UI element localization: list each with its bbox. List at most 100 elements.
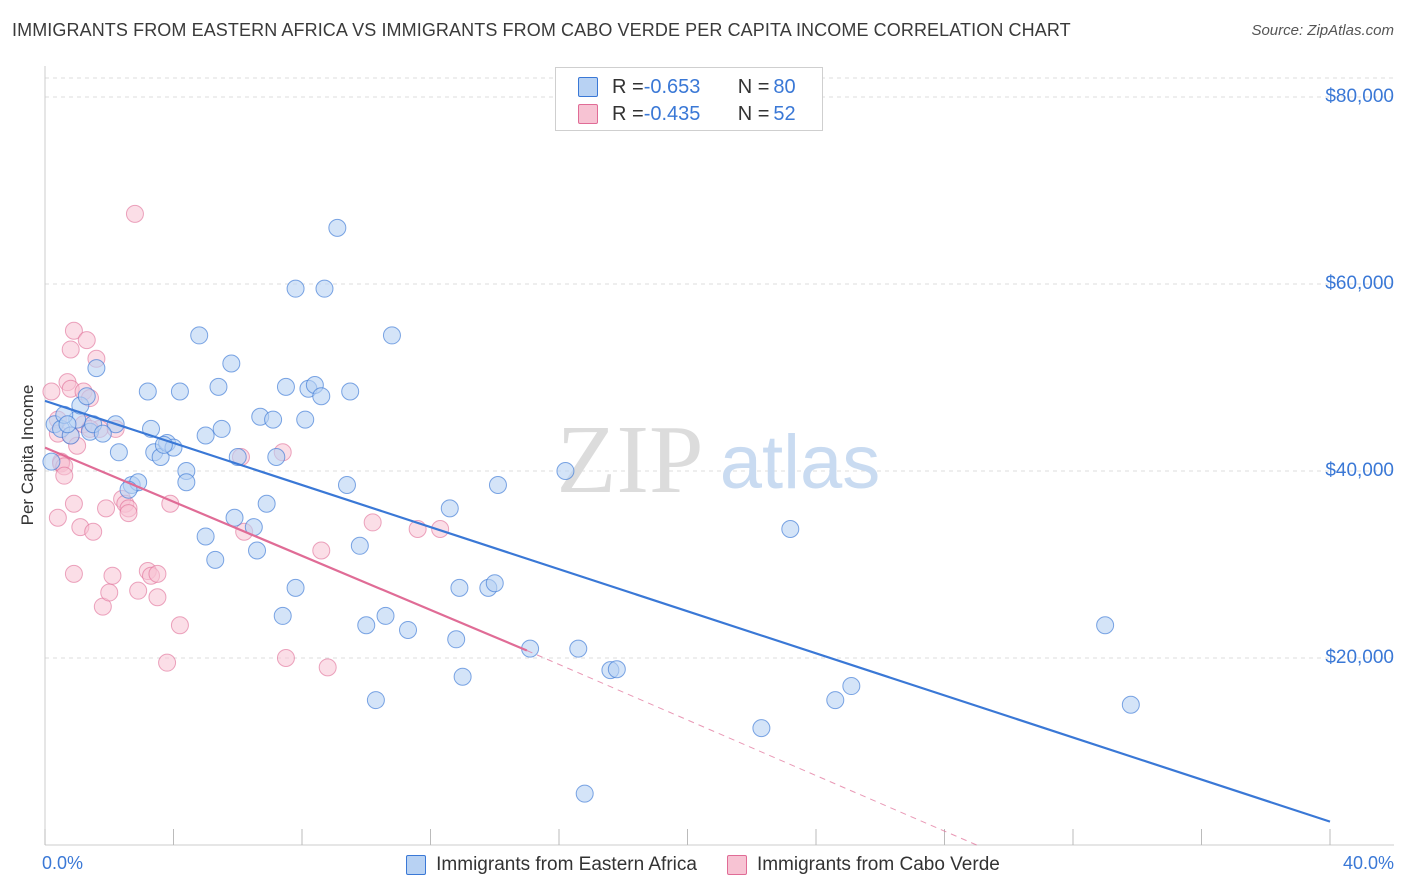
data-point-eastern-africa	[453, 667, 472, 686]
legend-r-label: R =	[612, 75, 644, 98]
data-point-eastern-africa	[556, 462, 575, 480]
data-point-cabo-verde	[84, 522, 103, 541]
data-point-eastern-africa	[575, 784, 594, 803]
data-point-eastern-africa	[273, 606, 292, 625]
data-point-eastern-africa	[315, 279, 334, 298]
trend-line-cabo-verde	[44, 446, 528, 652]
data-point-eastern-africa	[382, 326, 401, 345]
data-point-eastern-africa	[196, 426, 215, 445]
trend-line-eastern-africa	[44, 399, 1331, 823]
legend-n-value: 52	[773, 102, 796, 125]
data-point-cabo-verde	[276, 649, 295, 667]
data-point-cabo-verde	[119, 504, 138, 523]
data-point-eastern-africa	[842, 677, 861, 696]
data-point-eastern-africa	[328, 218, 347, 237]
data-point-cabo-verde	[48, 508, 67, 527]
data-point-eastern-africa	[488, 476, 507, 495]
data-point-cabo-verde	[431, 519, 450, 538]
data-point-eastern-africa	[440, 499, 459, 518]
legend-label: Immigrants from Eastern Africa	[436, 854, 697, 875]
data-point-eastern-africa	[485, 574, 504, 593]
data-point-eastern-africa	[264, 410, 283, 429]
data-point-eastern-africa	[296, 410, 315, 429]
data-point-cabo-verde	[97, 499, 116, 518]
watermark-zip: ZIP	[557, 406, 704, 514]
data-point-eastern-africa	[781, 519, 800, 538]
data-point-eastern-africa	[337, 476, 356, 495]
legend-r-value: -0.653	[643, 75, 701, 98]
data-point-cabo-verde	[158, 653, 177, 672]
legend-label: Immigrants from Cabo Verde	[756, 854, 1000, 875]
y-axis-label: Per Capita Income	[18, 384, 37, 526]
data-point-cabo-verde	[64, 564, 83, 583]
data-point-eastern-africa	[1121, 695, 1140, 714]
data-point-cabo-verde	[363, 513, 382, 532]
data-point-eastern-africa	[350, 536, 369, 555]
data-point-cabo-verde	[61, 340, 80, 359]
data-point-eastern-africa	[77, 387, 96, 406]
y-tick-label: $60,000	[1325, 273, 1394, 294]
data-point-eastern-africa	[228, 447, 247, 466]
data-point-eastern-africa	[569, 639, 588, 658]
data-point-eastern-africa	[87, 359, 106, 378]
data-point-eastern-africa	[286, 279, 305, 298]
data-point-cabo-verde	[64, 494, 83, 513]
data-point-eastern-africa	[170, 382, 189, 401]
data-point-eastern-africa	[267, 447, 286, 466]
data-point-eastern-africa	[447, 630, 466, 649]
series-legend: Immigrants from Eastern Africa Immigrant…	[0, 852, 1406, 878]
data-point-cabo-verde	[77, 331, 96, 350]
x-tick-label-max: 40.0%	[1342, 853, 1394, 873]
data-point-cabo-verde	[64, 321, 83, 340]
data-point-eastern-africa	[209, 377, 228, 396]
legend-swatch-blue	[406, 855, 427, 875]
data-point-eastern-africa	[42, 452, 61, 471]
legend-row-cabo-verde: R = -0.435 N = 52	[578, 102, 796, 126]
data-point-eastern-africa	[1096, 616, 1115, 635]
data-point-eastern-africa	[276, 377, 295, 396]
data-point-eastern-africa	[450, 578, 469, 597]
legend-n-value: 80	[773, 75, 796, 98]
data-point-cabo-verde	[312, 541, 331, 560]
data-point-eastern-africa	[206, 550, 225, 569]
legend-item-cabo-verde[interactable]: Immigrants from Cabo Verde	[726, 854, 1000, 876]
y-tick-label: $80,000	[1325, 86, 1394, 107]
legend-swatch-blue	[578, 77, 598, 97]
data-point-eastern-africa	[190, 326, 209, 345]
data-point-eastern-africa	[58, 415, 77, 434]
trend-lines	[44, 399, 1331, 846]
data-point-eastern-africa	[826, 691, 845, 710]
data-point-cabo-verde	[103, 566, 122, 585]
legend-row-eastern-africa: R = -0.653 N = 80	[578, 75, 796, 99]
data-point-cabo-verde	[318, 658, 337, 677]
x-tick-label-min: 0.0%	[42, 853, 84, 873]
data-point-eastern-africa	[93, 424, 112, 443]
y-tick-label: $40,000	[1325, 460, 1394, 481]
legend-item-eastern-africa[interactable]: Immigrants from Eastern Africa	[406, 854, 697, 876]
data-point-cabo-verde	[42, 382, 61, 401]
data-point-cabo-verde	[170, 616, 189, 635]
correlation-legend: R = -0.653 N = 80 R = -0.435 N = 52	[555, 67, 823, 131]
data-point-eastern-africa	[196, 527, 215, 546]
data-point-eastern-africa	[366, 691, 385, 710]
data-point-eastern-africa	[357, 616, 376, 635]
data-point-eastern-africa	[138, 382, 157, 401]
data-point-eastern-africa	[248, 541, 267, 560]
source-label: Source: ZipAtlas.com	[1251, 22, 1394, 39]
data-point-eastern-africa	[212, 419, 231, 438]
data-point-eastern-africa	[109, 443, 128, 462]
data-point-cabo-verde	[125, 204, 144, 223]
data-point-cabo-verde	[129, 581, 148, 600]
legend-swatch-pink	[726, 855, 747, 875]
data-point-cabo-verde	[148, 564, 167, 583]
data-point-eastern-africa	[752, 719, 771, 738]
watermark-atlas: atlas	[720, 420, 881, 505]
data-point-eastern-africa	[222, 354, 241, 373]
legend-n-label: N =	[737, 75, 770, 98]
data-point-eastern-africa	[177, 473, 196, 492]
data-point-cabo-verde	[55, 466, 74, 485]
data-point-eastern-africa	[286, 578, 305, 597]
series-eastern-africa-points	[42, 218, 1140, 803]
grid-lines	[45, 77, 1394, 659]
